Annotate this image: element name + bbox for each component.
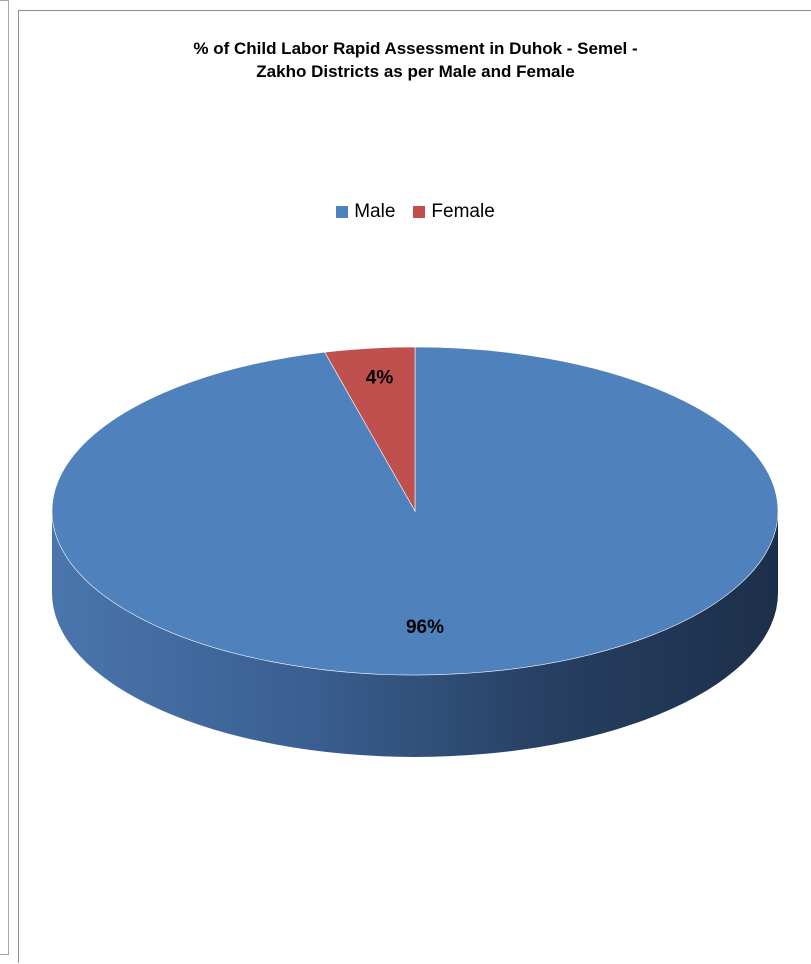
legend-swatch-female [413,206,426,218]
pie-side-male [52,511,778,757]
pie-top-face [51,346,779,676]
chart-legend: Male Female [19,201,811,223]
legend-swatch-male [336,206,349,218]
pie-chart: 96% 4% [51,346,779,757]
data-label-male: 96% [406,617,444,638]
pie-side-wall [52,511,778,757]
chart-area: % of Child Labor Rapid Assessment in Duh… [18,10,811,963]
pie-data-labels: 96% 4% [366,368,444,638]
legend-item-male: Male [336,201,395,223]
legend-label-male: Male [354,201,396,222]
data-label-female: 4% [366,368,394,389]
legend-item-female: Female [413,201,495,223]
chart-title: % of Child Labor Rapid Assessment in Duh… [19,37,811,83]
chart-title-line1: % of Child Labor Rapid Assessment in Duh… [193,39,638,58]
legend-label-female: Female [431,201,495,222]
pie-slice-female [324,346,416,513]
chart-title-line2: Zakho Districts as per Male and Female [256,62,575,81]
adjacent-panel-border [0,0,9,955]
